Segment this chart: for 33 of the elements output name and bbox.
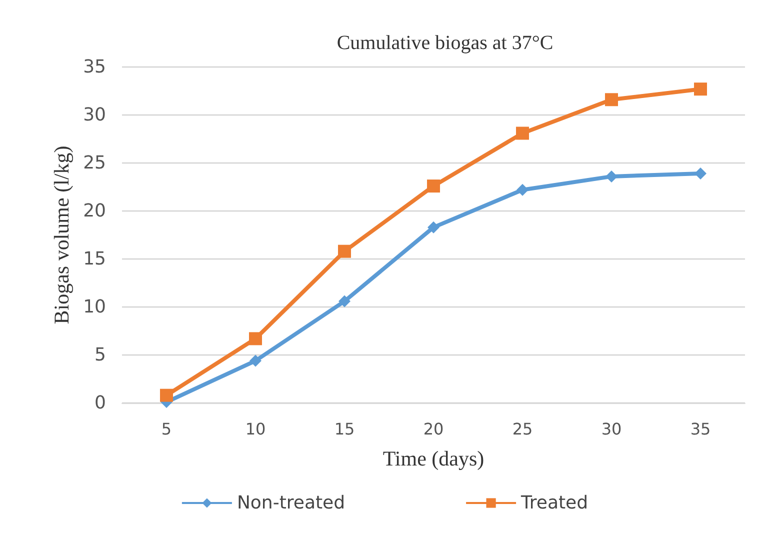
y-tick-label: 0 (94, 392, 106, 414)
y-tick-label: 20 (83, 200, 106, 222)
y-tick-label: 10 (83, 296, 106, 318)
chart-title: Cumulative biogas at 37°C (336, 32, 554, 54)
legend-label: Non-treated (236, 492, 346, 514)
point (694, 168, 706, 180)
point (249, 332, 262, 346)
point (516, 184, 528, 196)
y-tick-label: 35 (83, 56, 106, 78)
y-tick-label: 30 (83, 104, 106, 126)
point (338, 244, 351, 258)
point (428, 221, 440, 234)
y-tick-label: 25 (83, 152, 106, 174)
x-tick-label: 30 (601, 420, 622, 438)
point (694, 82, 707, 96)
x-tick-label: 25 (512, 420, 533, 438)
x-tick-label: 10 (245, 420, 266, 438)
point (338, 295, 350, 308)
x-tick-label: 35 (690, 420, 711, 438)
point (250, 354, 262, 367)
point (427, 180, 440, 193)
y-tick-label: 5 (94, 344, 106, 366)
x-tick-label: 20 (423, 420, 444, 438)
point (516, 126, 529, 140)
x-axis-title: Time (days) (382, 446, 484, 470)
point (606, 170, 618, 182)
x-tick-label: 5 (161, 420, 172, 438)
legend-label: Treated (520, 492, 588, 514)
point (605, 93, 618, 106)
y-tick-label: 15 (83, 248, 106, 270)
x-tick-label: 15 (334, 420, 355, 438)
point (160, 388, 173, 402)
y-axis-title: Biogas volume (l/kg) (50, 146, 74, 324)
